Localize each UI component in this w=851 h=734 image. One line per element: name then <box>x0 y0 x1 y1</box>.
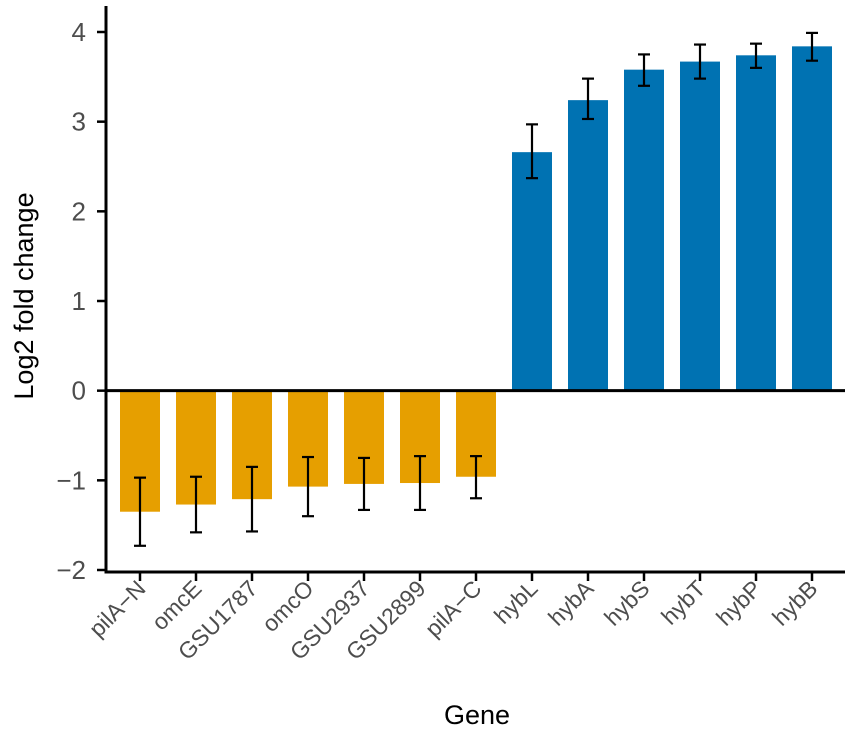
bar-12 <box>792 46 832 391</box>
bar-7 <box>512 152 552 391</box>
bar-10 <box>680 61 720 391</box>
error-bar-0 <box>134 476 146 547</box>
x-tick-label: pilA−C <box>420 575 487 642</box>
error-bar-2 <box>246 465 258 533</box>
y-tick-label: −1 <box>56 465 86 495</box>
error-bar-12 <box>806 31 818 62</box>
bar-8 <box>568 100 608 391</box>
y-tick-label: 1 <box>72 286 86 316</box>
error-bar-1 <box>190 475 202 534</box>
error-bar-10 <box>694 43 706 80</box>
x-tick-label: hybL <box>489 575 543 629</box>
x-tick-label: hybP <box>711 575 766 630</box>
error-bar-7 <box>526 123 538 180</box>
x-tick-label: hybA <box>543 575 599 631</box>
error-bar-6 <box>470 455 482 500</box>
y-tick-label: 3 <box>72 107 86 137</box>
error-bar-11 <box>750 42 762 69</box>
error-bar-9 <box>638 53 650 87</box>
y-axis-ticks: −2 −1 0 1 2 3 4 <box>56 17 106 585</box>
x-tick-label: hybT <box>656 575 711 630</box>
y-tick-label: 4 <box>72 17 86 47</box>
y-tick-label: 0 <box>72 376 86 406</box>
y-tick-label: −2 <box>56 555 86 585</box>
x-tick-label: pilA−N <box>84 575 151 642</box>
x-axis-title: Gene <box>444 700 510 730</box>
x-tick-label: hybS <box>599 575 654 630</box>
y-tick-label: 2 <box>72 196 86 226</box>
error-bar-8 <box>582 77 594 121</box>
error-bar-4 <box>358 456 370 512</box>
x-tick-label: hybB <box>767 575 822 630</box>
bars-group <box>120 46 832 512</box>
bar-9 <box>624 69 664 391</box>
error-bar-3 <box>302 455 314 518</box>
x-axis-ticks: pilA−NomcEGSU1787omcOGSU2937GSU2899pilA−… <box>84 572 823 665</box>
error-bar-5 <box>414 455 426 512</box>
bar-11 <box>736 55 776 391</box>
y-axis-title: Log2 fold change <box>9 192 39 399</box>
error-bars-group <box>134 31 818 547</box>
